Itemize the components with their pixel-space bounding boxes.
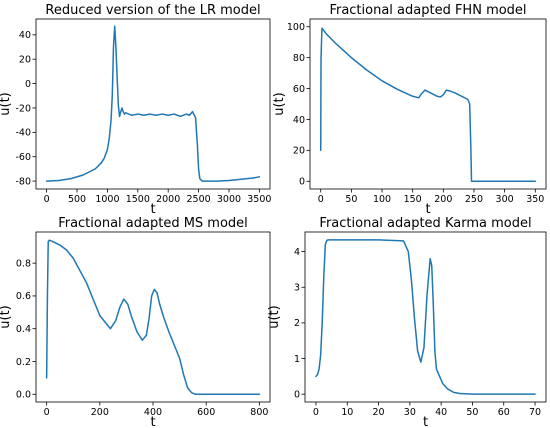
chart-title: Fractional adapted MS model [58,216,248,231]
x-tick-label: 500 [68,194,86,205]
series-line [319,27,537,183]
y-tick-label: -40 [15,128,31,139]
y-tick-label: 40 [293,115,305,126]
x-tick-label: 10 [341,407,353,418]
y-tick-label: 1 [294,354,300,365]
y-axis-label: u(t) [0,92,13,115]
x-tick-label: 50 [345,194,357,205]
x-tick-label: 50 [466,407,478,418]
chart-ms: Fractional adapted MS model 0 200 400 600 800… [0,216,271,428]
x-axis-label: t [150,202,155,217]
y-tick-label: 4 [294,247,300,258]
x-tick-label: 300 [496,194,514,205]
plot-frame [304,231,547,403]
series-line [315,239,536,395]
y-tick-label: 0 [299,177,305,188]
y-tick-label: 0.8 [16,258,31,269]
y-tick-label: 20 [19,55,31,66]
y-tick-label: 3 [294,283,300,294]
x-tick-label: 100 [373,194,391,205]
x-tick-label: 0 [313,407,319,418]
y-tick-label: 60 [293,84,305,95]
x-axis-label: t [425,202,430,217]
x-tick-label: 200 [91,407,109,418]
y-tick-label: -80 [15,176,31,187]
x-tick-label: 350 [526,194,544,205]
y-tick-label: -60 [15,152,31,163]
plot-frame [309,18,547,190]
x-tick-label: 1500 [126,194,150,205]
chart-title: Reduced version of the LR model [45,3,260,18]
x-tick-label: 70 [529,407,541,418]
y-tick-label: -20 [15,103,31,114]
plot-frame [35,231,271,403]
x-axis-label: t [150,415,155,428]
y-tick-label: 0.2 [16,357,31,368]
y-tick-label: 40 [19,30,31,41]
x-tick-label: 3500 [247,194,271,205]
y-tick-label: 0.6 [16,291,31,302]
y-tick-label: 20 [293,146,305,157]
x-tick-label: 0 [44,407,50,418]
x-tick-label: 600 [197,407,215,418]
series-line [45,239,261,396]
chart-lr: Reduced version of the LR model 0 500 1000 1… [0,3,271,217]
chart-title: Fractional adapted FHN model [329,3,526,18]
x-tick-label: 30 [404,407,416,418]
x-tick-label: 20 [373,407,385,418]
y-tick-label: 0 [294,389,300,400]
x-tick-label: 0 [44,194,50,205]
x-tick-label: 0 [318,194,324,205]
x-tick-label: 250 [465,194,483,205]
x-axis-label: t [423,415,428,428]
y-tick-label: 100 [287,22,305,33]
x-tick-label: 800 [250,407,268,418]
y-tick-label: 0.4 [16,324,31,335]
y-axis-label: u(t) [0,305,13,328]
y-axis-label: u(t) [267,305,282,328]
x-tick-label: 400 [144,407,162,418]
x-tick-label: 150 [404,194,422,205]
chart-title: Fractional adapted Karma model [319,216,531,231]
x-tick-label: 3000 [217,194,241,205]
y-tick-label: 80 [293,53,305,64]
x-tick-label: 1000 [95,194,119,205]
x-tick-label: 2500 [186,194,210,205]
y-tick-label: 0.0 [16,390,31,401]
y-tick-label: 2 [294,318,300,329]
series-line [45,25,261,182]
y-tick-label: 0 [25,79,31,90]
y-axis-label: u(t) [272,92,287,115]
x-tick-label: 60 [498,407,510,418]
x-tick-label: 200 [434,194,452,205]
x-tick-label: 40 [435,407,447,418]
x-tick-label: 2000 [156,194,180,205]
plot-frame [35,18,271,190]
